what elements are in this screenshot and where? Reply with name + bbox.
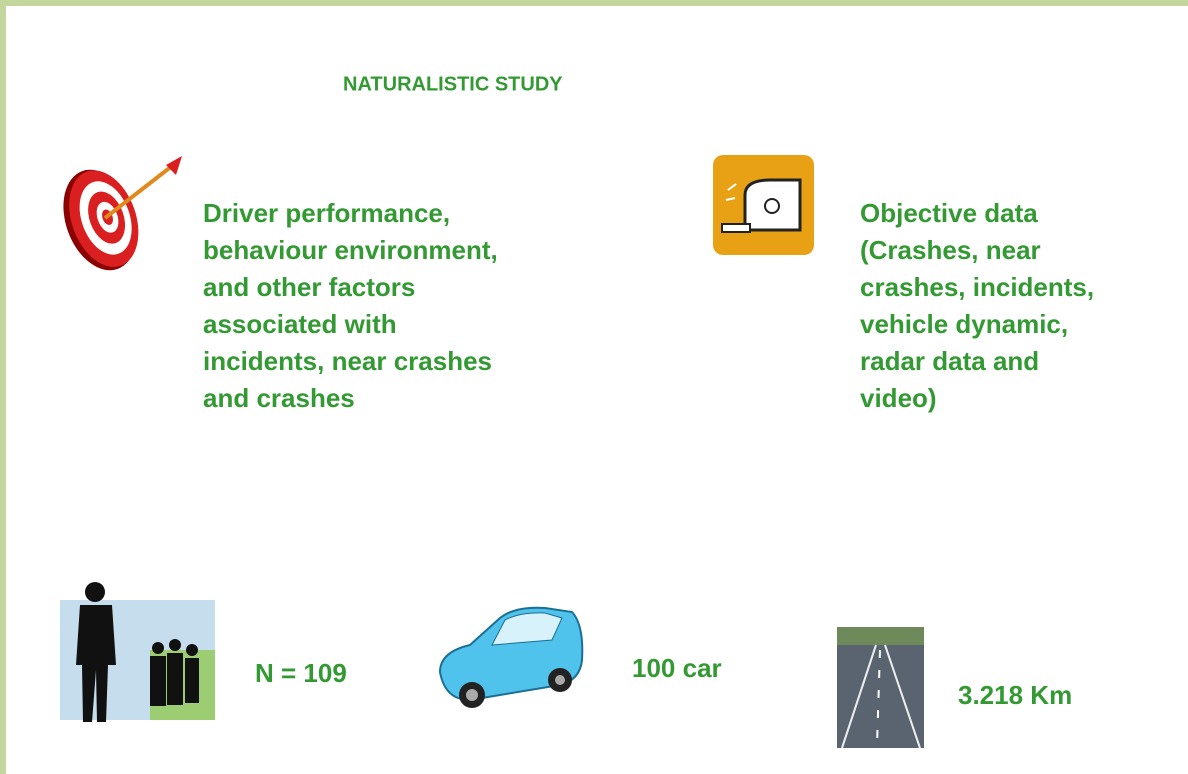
title: NATURALISTIC STUDY [343, 73, 563, 95]
text-line: video) [860, 383, 937, 413]
text-line: crashes, incidents, [860, 272, 1094, 302]
tape-icon [713, 155, 814, 255]
top-border [0, 0, 1188, 6]
text-line: associated with [203, 309, 397, 339]
text-line: radar data and [860, 346, 1039, 376]
target-icon [50, 159, 151, 281]
people-icon [60, 582, 215, 722]
slide: NATURALISTIC STUDY [0, 0, 1188, 774]
text-line: incidents, near crashes [203, 346, 492, 376]
dart-fletch [166, 156, 182, 175]
left-border [0, 0, 6, 774]
page: NATURALISTIC STUDY [0, 0, 1188, 774]
cars: 100 car [632, 653, 722, 683]
text-line: vehicle dynamic, [860, 309, 1068, 339]
car-icon [440, 608, 582, 708]
left-text: Driver performance, behaviour environment… [203, 198, 498, 413]
text-line: Driver performance, [203, 198, 450, 228]
text-line: and crashes [203, 383, 355, 413]
right-text: Objective data (Crashes, near crashes, inc… [860, 198, 1094, 413]
text-line: (Crashes, near [860, 235, 1041, 265]
distance: 3.218 Km [958, 680, 1072, 710]
participants: N = 109 [255, 658, 347, 688]
text-line: behaviour environment, [203, 235, 498, 265]
text-line: and other factors [203, 272, 415, 302]
text-line: Objective data [860, 198, 1038, 228]
road-icon [837, 627, 924, 748]
